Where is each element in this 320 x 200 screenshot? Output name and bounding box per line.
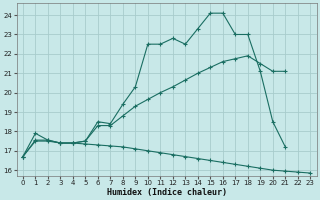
- X-axis label: Humidex (Indice chaleur): Humidex (Indice chaleur): [107, 188, 227, 197]
